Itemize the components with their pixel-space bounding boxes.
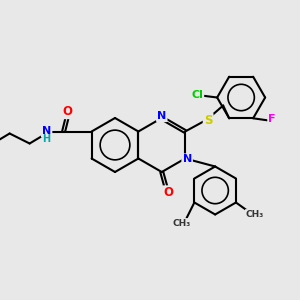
Text: CH₃: CH₃ [246,210,264,219]
Text: F: F [268,114,276,124]
Text: O: O [164,187,174,200]
Text: N: N [42,127,51,136]
Text: CH₃: CH₃ [172,219,190,228]
Text: S: S [204,114,212,127]
Text: N: N [182,154,192,164]
Text: Cl: Cl [191,89,203,100]
Text: N: N [157,111,167,121]
Text: H: H [43,134,51,145]
Text: O: O [63,105,73,118]
